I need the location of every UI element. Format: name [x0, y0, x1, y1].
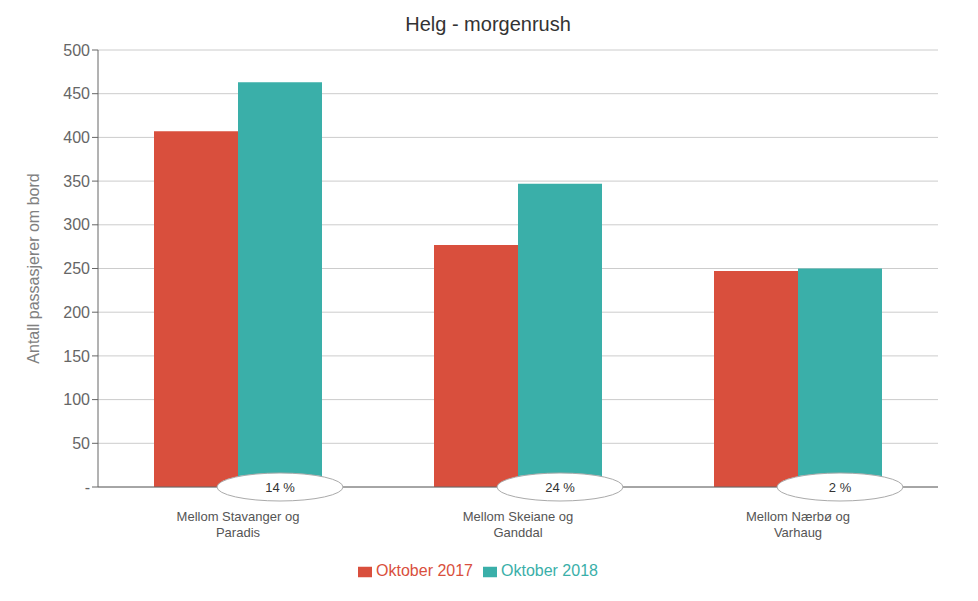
svg-text:50: 50 [72, 435, 90, 452]
svg-text:350: 350 [63, 173, 90, 190]
svg-text:Antall passasjerer om bord: Antall passasjerer om bord [25, 173, 42, 363]
html-text:Helg - morgenrush: Helg - morgenrush [405, 13, 571, 35]
svg-text:2 %: 2 % [829, 480, 852, 495]
svg-text:14 %: 14 % [265, 480, 295, 495]
svg-text:100: 100 [63, 391, 90, 408]
svg-text:150: 150 [63, 348, 90, 365]
svg-text:24 %: 24 % [545, 480, 575, 495]
svg-text:Mellom Skeiane ogGanddal: Mellom Skeiane ogGanddal [463, 509, 574, 540]
svg-text:Mellom Nærbø ogVarhaug: Mellom Nærbø ogVarhaug [746, 509, 850, 540]
html-text:Oktober 2017: Oktober 2017 [376, 562, 473, 579]
svg-text:250: 250 [63, 260, 90, 277]
svg-text:Mellom Stavanger ogParadis: Mellom Stavanger ogParadis [177, 509, 300, 540]
svg-text:-: - [85, 479, 90, 496]
svg-text:200: 200 [63, 304, 90, 321]
svg-text:400: 400 [63, 129, 90, 146]
svg-text:450: 450 [63, 85, 90, 102]
html-text:Oktober 2018: Oktober 2018 [501, 562, 598, 579]
svg-text:300: 300 [63, 216, 90, 233]
svg-text:500: 500 [63, 42, 90, 59]
